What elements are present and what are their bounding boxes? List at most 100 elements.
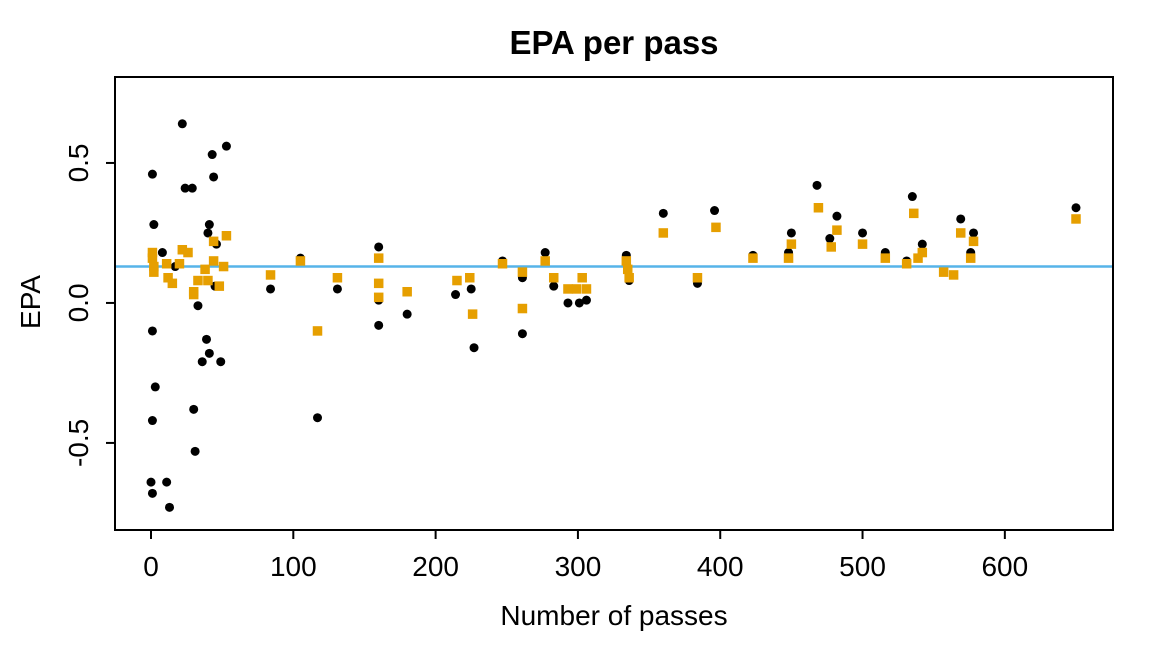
data-point-observed-epa bbox=[202, 334, 212, 344]
data-point-shrunken-epa bbox=[913, 253, 923, 263]
data-point-shrunken-epa bbox=[221, 230, 232, 241]
data-point-observed-epa bbox=[165, 502, 175, 512]
data-point-shrunken-epa bbox=[571, 284, 582, 294]
data-point-observed-epa bbox=[825, 234, 835, 244]
data-point-observed-epa bbox=[332, 284, 342, 294]
data-point-observed-epa bbox=[204, 348, 214, 358]
data-point-observed-epa bbox=[190, 446, 200, 456]
data-point-observed-epa bbox=[402, 309, 412, 319]
data-point-observed-epa bbox=[540, 248, 550, 258]
x-tick-label: 100 bbox=[270, 551, 317, 582]
data-point-shrunken-epa bbox=[174, 258, 185, 269]
data-point-shrunken-epa bbox=[968, 236, 979, 247]
plot-border bbox=[114, 76, 1114, 531]
data-point-shrunken-epa bbox=[517, 267, 528, 277]
data-point-observed-epa bbox=[146, 477, 156, 487]
data-point-observed-epa bbox=[549, 281, 559, 291]
data-point-observed-epa bbox=[469, 343, 479, 353]
data-point-shrunken-epa bbox=[901, 258, 912, 269]
y-tick-label: 0.0 bbox=[63, 283, 94, 322]
data-point-observed-epa bbox=[209, 172, 219, 182]
data-point-shrunken-epa bbox=[955, 228, 966, 238]
data-point-shrunken-epa bbox=[177, 244, 188, 255]
x-tick-label: 200 bbox=[412, 551, 459, 582]
data-point-shrunken-epa bbox=[826, 242, 836, 252]
data-point-observed-epa bbox=[157, 248, 167, 258]
data-point-shrunken-epa bbox=[948, 270, 959, 280]
data-point-shrunken-epa bbox=[783, 253, 794, 263]
data-point-shrunken-epa bbox=[208, 236, 219, 247]
chart-title: EPA per pass bbox=[509, 24, 719, 61]
data-point-observed-epa bbox=[374, 320, 384, 330]
data-point-observed-epa bbox=[956, 214, 966, 224]
data-point-shrunken-epa bbox=[748, 253, 758, 263]
data-point-observed-epa bbox=[177, 119, 187, 129]
data-point-observed-epa bbox=[266, 284, 276, 294]
data-point-observed-epa bbox=[907, 192, 917, 202]
data-point-observed-epa bbox=[187, 183, 197, 193]
data-point-shrunken-epa bbox=[909, 208, 919, 219]
data-point-shrunken-epa bbox=[965, 253, 976, 263]
data-point-shrunken-epa bbox=[563, 284, 573, 294]
data-point-shrunken-epa bbox=[188, 289, 199, 300]
data-point-shrunken-epa bbox=[149, 267, 159, 277]
data-point-observed-epa bbox=[574, 298, 584, 308]
data-point-observed-epa bbox=[517, 329, 527, 339]
data-point-observed-epa bbox=[917, 239, 927, 249]
data-point-shrunken-epa bbox=[548, 272, 559, 283]
data-point-shrunken-epa bbox=[218, 261, 229, 272]
data-point-shrunken-epa bbox=[711, 222, 721, 233]
data-point-observed-epa bbox=[180, 183, 190, 193]
data-point-observed-epa bbox=[147, 416, 157, 426]
data-point-shrunken-epa bbox=[265, 270, 276, 280]
data-point-observed-epa bbox=[197, 357, 207, 367]
data-point-observed-epa bbox=[858, 228, 868, 238]
data-point-shrunken-epa bbox=[577, 272, 587, 283]
data-point-observed-epa bbox=[216, 357, 226, 367]
data-point-shrunken-epa bbox=[312, 326, 323, 336]
data-point-shrunken-epa bbox=[147, 247, 158, 258]
data-point-observed-epa bbox=[658, 208, 668, 218]
data-point-shrunken-epa bbox=[214, 281, 225, 291]
data-point-shrunken-epa bbox=[692, 272, 703, 283]
data-point-shrunken-epa bbox=[295, 256, 306, 266]
data-point-observed-epa bbox=[786, 228, 796, 238]
data-point-shrunken-epa bbox=[373, 292, 384, 303]
data-point-observed-epa bbox=[147, 488, 157, 498]
x-tick-label: 500 bbox=[839, 551, 886, 582]
data-point-observed-epa bbox=[147, 169, 157, 179]
data-point-shrunken-epa bbox=[658, 228, 669, 238]
data-point-shrunken-epa bbox=[373, 278, 384, 289]
data-point-shrunken-epa bbox=[332, 272, 343, 283]
data-point-shrunken-epa bbox=[621, 256, 632, 266]
data-point-shrunken-epa bbox=[517, 303, 528, 314]
data-point-shrunken-epa bbox=[938, 267, 949, 277]
x-tick-label: 300 bbox=[555, 551, 602, 582]
data-point-observed-epa bbox=[812, 180, 822, 190]
data-point-observed-epa bbox=[451, 290, 461, 300]
data-point-shrunken-epa bbox=[813, 202, 824, 213]
data-point-shrunken-epa bbox=[161, 258, 172, 269]
data-point-shrunken-epa bbox=[540, 256, 550, 266]
data-point-shrunken-epa bbox=[467, 309, 478, 319]
data-point-shrunken-epa bbox=[203, 275, 213, 286]
y-tick-label: -0.5 bbox=[63, 419, 94, 467]
data-point-observed-epa bbox=[147, 326, 157, 336]
data-point-observed-epa bbox=[189, 404, 199, 414]
data-point-shrunken-epa bbox=[880, 253, 891, 263]
data-point-observed-epa bbox=[563, 298, 573, 308]
data-point-shrunken-epa bbox=[786, 239, 797, 249]
data-point-shrunken-epa bbox=[208, 256, 219, 266]
data-point-observed-epa bbox=[466, 284, 476, 294]
data-point-shrunken-epa bbox=[452, 275, 462, 286]
data-point-shrunken-epa bbox=[465, 272, 475, 283]
data-point-shrunken-epa bbox=[193, 275, 203, 286]
data-point-shrunken-epa bbox=[917, 247, 928, 258]
data-point-shrunken-epa bbox=[497, 258, 508, 269]
data-point-observed-epa bbox=[832, 211, 842, 221]
data-point-shrunken-epa bbox=[200, 264, 210, 275]
data-point-shrunken-epa bbox=[622, 264, 633, 275]
data-point-shrunken-epa bbox=[147, 253, 158, 263]
